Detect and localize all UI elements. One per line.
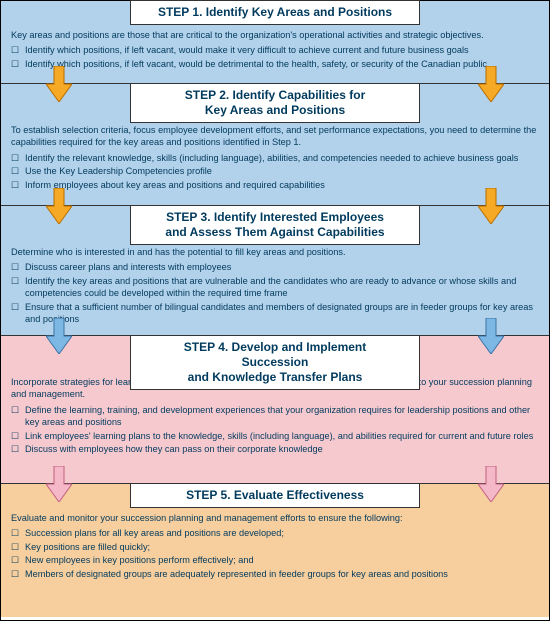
- step3-title: STEP 3. Identify Interested Employeesand…: [130, 205, 420, 245]
- step5-intro: Evaluate and monitor your succession pla…: [11, 512, 539, 524]
- step2-item-0: Identify the relevant knowledge, skills …: [11, 152, 539, 164]
- step3-intro: Determine who is interested in and has t…: [11, 246, 539, 258]
- step4-checklist: Define the learning, training, and devel…: [11, 404, 539, 456]
- step3-section: STEP 3. Identify Interested Employeesand…: [1, 205, 549, 335]
- arrow-down-blue: [46, 318, 72, 354]
- step4-section: STEP 4. Develop and Implement Succession…: [1, 335, 549, 483]
- arrow-down-orange: [46, 66, 72, 102]
- step5-item-0: Succession plans for all key areas and p…: [11, 527, 539, 539]
- step2-item-2: Inform employees about key areas and pos…: [11, 179, 539, 191]
- step2-checklist: Identify the relevant knowledge, skills …: [11, 152, 539, 191]
- step1-intro: Key areas and positions are those that a…: [11, 29, 539, 41]
- arrow-down-orange: [478, 66, 504, 102]
- step1-checklist: Identify which positions, if left vacant…: [11, 44, 539, 70]
- step5-item-3: Members of designated groups are adequat…: [11, 568, 539, 580]
- step2-section: STEP 2. Identify Capabilities forKey Are…: [1, 83, 549, 205]
- step1-item-0: Identify which positions, if left vacant…: [11, 44, 539, 56]
- step2-title: STEP 2. Identify Capabilities forKey Are…: [130, 83, 420, 123]
- step3-checklist: Discuss career plans and interests with …: [11, 261, 539, 325]
- step4-item-2: Discuss with employees how they can pass…: [11, 443, 539, 455]
- step2-item-1: Use the Key Leadership Competencies prof…: [11, 165, 539, 177]
- step1-title: STEP 1. Identify Key Areas and Positions: [130, 0, 420, 25]
- arrow-down-pink: [478, 466, 504, 502]
- arrow-down-orange: [478, 188, 504, 224]
- step5-title: STEP 5. Evaluate Effectiveness: [130, 483, 420, 508]
- step3-item-0: Discuss career plans and interests with …: [11, 261, 539, 273]
- step1-item-1: Identify which positions, if left vacant…: [11, 58, 539, 70]
- step3-item-1: Identify the key areas and positions tha…: [11, 275, 539, 300]
- step5-item-2: New employees in key positions perform e…: [11, 554, 539, 566]
- step5-item-1: Key positions are filled quickly;: [11, 541, 539, 553]
- arrow-down-orange: [46, 188, 72, 224]
- step1-section: STEP 1. Identify Key Areas and Positions…: [1, 1, 549, 83]
- arrow-down-pink: [46, 466, 72, 502]
- step5-section: STEP 5. Evaluate Effectiveness Evaluate a…: [1, 483, 549, 617]
- step3-item-2: Ensure that a sufficient number of bilin…: [11, 301, 539, 326]
- step5-checklist: Succession plans for all key areas and p…: [11, 527, 539, 580]
- step4-item-1: Link employees' learning plans to the kn…: [11, 430, 539, 442]
- step4-title: STEP 4. Develop and Implement Succession…: [130, 335, 420, 390]
- step2-intro: To establish selection criteria, focus e…: [11, 124, 539, 149]
- arrow-down-blue: [478, 318, 504, 354]
- step4-item-0: Define the learning, training, and devel…: [11, 404, 539, 429]
